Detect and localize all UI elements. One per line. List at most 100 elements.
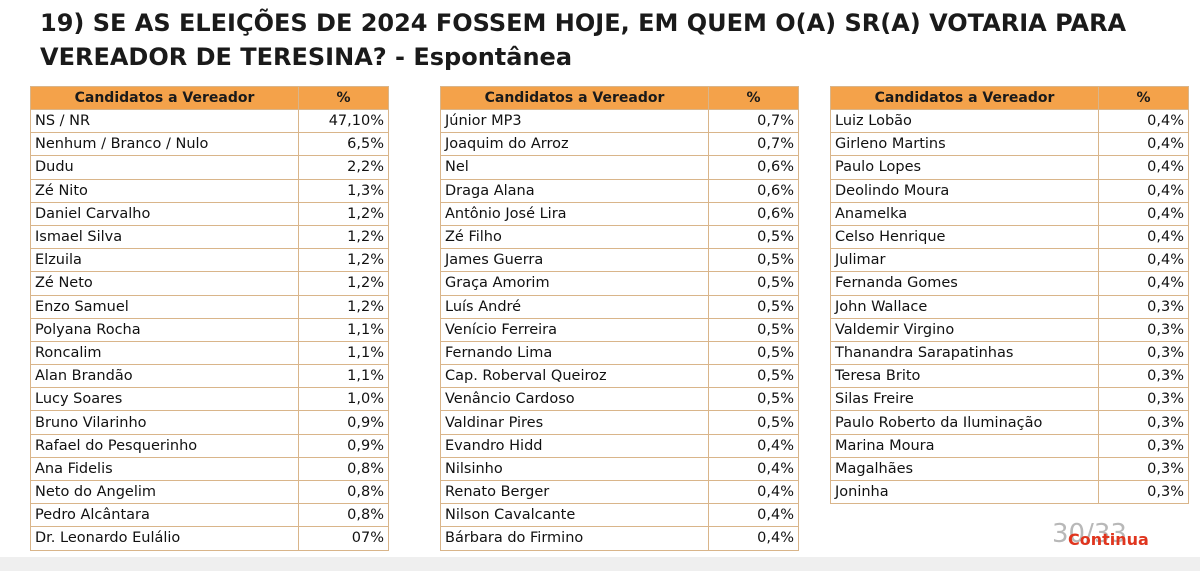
table-row: James Guerra 0,5% — [440, 248, 799, 273]
candidate-name: Polyana Rocha — [30, 317, 299, 342]
candidate-percent: 0,8% — [298, 503, 389, 528]
candidate-name: Roncalim — [30, 340, 299, 366]
candidate-name: Daniel Carvalho — [30, 201, 299, 226]
header-candidates: Candidatos a Vereador — [830, 86, 1099, 110]
table-row: Antônio José Lira 0,6% — [440, 201, 799, 226]
candidate-percent: 0,6% — [708, 155, 799, 180]
candidate-name: Paulo Lopes — [830, 155, 1099, 180]
candidate-name: Joaquim do Arroz — [440, 132, 709, 157]
candidate-percent: 0,9% — [298, 433, 389, 458]
table-row: Zé Filho 0,5% — [440, 224, 799, 250]
page-number: 30/33 — [1052, 519, 1127, 549]
table-row: Girleno Martins 0,4% — [830, 132, 1189, 157]
table-row: Nilson Cavalcante 0,4% — [440, 503, 799, 528]
continue-label: Continua — [1068, 530, 1149, 549]
table-row: Bárbara do Firmino 0,4% — [440, 526, 799, 551]
candidate-percent: 0,5% — [708, 317, 799, 342]
table-row: Zé Neto 1,2% — [30, 271, 389, 296]
table-row: Joninha 0,3% — [830, 479, 1189, 505]
candidate-percent: 0,3% — [1098, 387, 1189, 412]
candidate-percent: 0,3% — [1098, 479, 1189, 505]
candidate-percent: 0,3% — [1098, 317, 1189, 342]
candidate-percent: 0,3% — [1098, 364, 1189, 389]
candidate-percent: 0,4% — [1098, 224, 1189, 250]
table-row: Paulo Lopes 0,4% — [830, 155, 1189, 180]
candidate-name: Girleno Martins — [830, 132, 1099, 157]
candidate-percent: 1,2% — [298, 294, 389, 319]
table-row: Magalhães 0,3% — [830, 456, 1189, 482]
table-row: Fernanda Gomes 0,4% — [830, 271, 1189, 296]
candidate-name: Silas Freire — [830, 387, 1099, 412]
table-row: Anamelka 0,4% — [830, 201, 1189, 226]
candidate-name: Evandro Hidd — [440, 433, 709, 458]
candidate-name: Julimar — [830, 248, 1099, 273]
table-row: Thanandra Sarapatinhas 0,3% — [830, 340, 1189, 366]
candidate-percent: 0,4% — [1098, 155, 1189, 180]
candidate-percent: 1,1% — [298, 364, 389, 389]
table-row: Dr. Leonardo Eulálio 07% — [30, 526, 389, 551]
candidate-percent: 0,5% — [708, 248, 799, 273]
candidate-percent: 0,3% — [1098, 433, 1189, 458]
candidate-name: Enzo Samuel — [30, 294, 299, 319]
candidate-name: Cap. Roberval Queiroz — [440, 364, 709, 389]
candidate-name: Venâncio Cardoso — [440, 387, 709, 412]
candidate-name: Dudu — [30, 155, 299, 180]
candidate-name: Bárbara do Firmino — [440, 526, 709, 551]
candidate-percent: 0,5% — [708, 340, 799, 366]
candidate-percent: 0,6% — [708, 178, 799, 203]
candidate-percent: 0,3% — [1098, 456, 1189, 482]
candidate-percent: 0,8% — [298, 479, 389, 505]
candidate-name: Fernando Lima — [440, 340, 709, 366]
table-row: Marina Moura 0,3% — [830, 433, 1189, 458]
candidate-percent: 07% — [298, 526, 389, 551]
table-row: Bruno Vilarinho 0,9% — [30, 410, 389, 435]
candidate-name: Valdinar Pires — [440, 410, 709, 435]
table-row: Neto do Angelim 0,8% — [30, 479, 389, 505]
candidate-name: Joninha — [830, 479, 1099, 505]
table-row: Luís André 0,5% — [440, 294, 799, 319]
candidate-percent: 0,5% — [708, 364, 799, 389]
table-row: Valdemir Virgino 0,3% — [830, 317, 1189, 342]
table-row: Venâncio Cardoso 0,5% — [440, 387, 799, 412]
table-row: Graça Amorim 0,5% — [440, 271, 799, 296]
candidate-percent: 1,2% — [298, 201, 389, 226]
table-row: Pedro Alcântara 0,8% — [30, 503, 389, 528]
table-row: Evandro Hidd 0,4% — [440, 433, 799, 458]
candidate-percent: 0,4% — [708, 503, 799, 528]
candidate-name: Fernanda Gomes — [830, 271, 1099, 296]
candidate-percent: 0,7% — [708, 132, 799, 157]
candidate-name: Magalhães — [830, 456, 1099, 482]
candidate-name: Júnior MP3 — [440, 108, 709, 134]
table-row: Deolindo Moura 0,4% — [830, 178, 1189, 203]
table-row: Daniel Carvalho 1,2% — [30, 201, 389, 226]
table-row: Teresa Brito 0,3% — [830, 364, 1189, 389]
table-row: Ismael Silva 1,2% — [30, 224, 389, 250]
candidate-name: NS / NR — [30, 108, 299, 134]
table-row: Zé Nito 1,3% — [30, 178, 389, 203]
table-row: Luiz Lobão 0,4% — [830, 108, 1189, 134]
table-row: Roncalim 1,1% — [30, 340, 389, 366]
candidate-percent: 1,2% — [298, 224, 389, 250]
table-row: Elzuila 1,2% — [30, 248, 389, 273]
candidate-percent: 1,1% — [298, 340, 389, 366]
candidate-name: Elzuila — [30, 248, 299, 273]
candidate-name: Dr. Leonardo Eulálio — [30, 526, 299, 551]
table-row: Nenhum / Branco / Nulo 6,5% — [30, 132, 389, 157]
candidates-table-1: Candidatos a Vereador % NS / NR 47,10% Nen… — [30, 86, 389, 551]
candidate-percent: 0,6% — [708, 201, 799, 226]
title-tag: Espontânea — [413, 43, 573, 71]
candidates-table-3: Candidatos a Vereador % Luiz Lobão 0,4% Gi… — [830, 86, 1189, 505]
candidate-percent: 0,4% — [708, 526, 799, 551]
candidate-name: Zé Filho — [440, 224, 709, 250]
table-row: Celso Henrique 0,4% — [830, 224, 1189, 250]
table-row: Rafael do Pesquerinho 0,9% — [30, 433, 389, 458]
table-row: Dudu 2,2% — [30, 155, 389, 180]
candidate-percent: 0,3% — [1098, 410, 1189, 435]
header-percent: % — [1098, 86, 1189, 110]
header-percent: % — [708, 86, 799, 110]
table-row: Joaquim do Arroz 0,7% — [440, 132, 799, 157]
candidate-name: Graça Amorim — [440, 271, 709, 296]
candidate-name: James Guerra — [440, 248, 709, 273]
candidate-name: Deolindo Moura — [830, 178, 1099, 203]
candidate-percent: 0,4% — [1098, 108, 1189, 134]
